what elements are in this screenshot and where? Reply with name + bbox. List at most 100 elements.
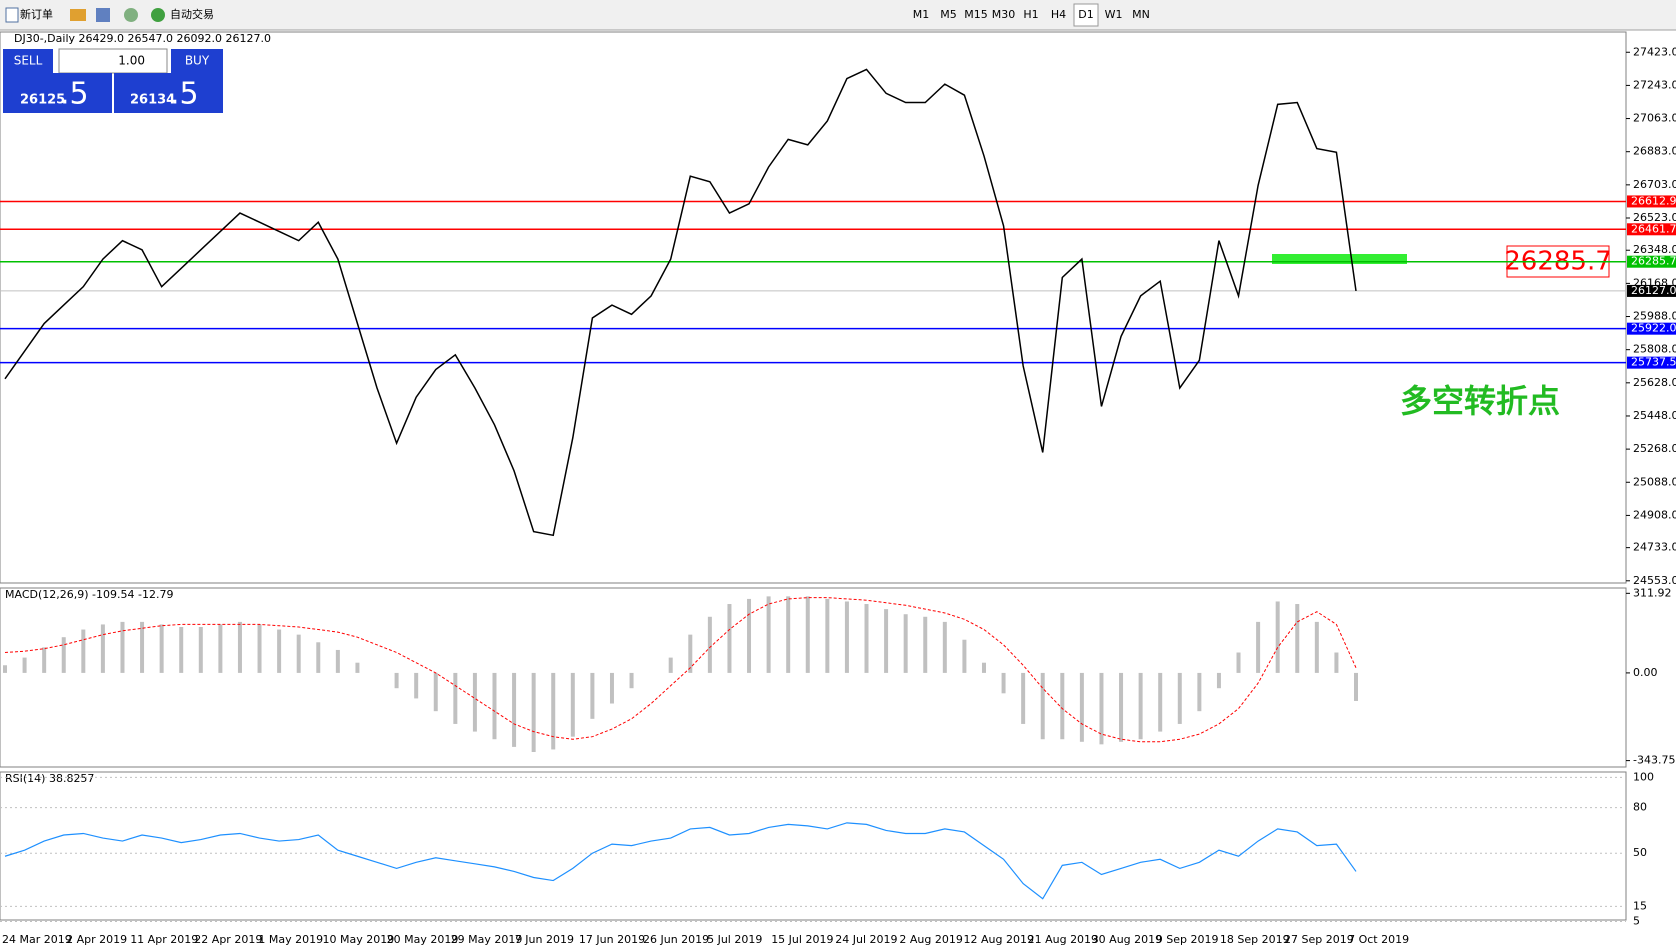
date-label: 1 May 2019: [258, 933, 323, 946]
macd-bar: [120, 621, 125, 673]
macd-bar: [61, 637, 66, 673]
current-tag: [1627, 284, 1676, 297]
macd-bar: [844, 601, 849, 673]
price-tick-label: 27243.0: [1633, 78, 1676, 91]
macd-bar: [766, 596, 771, 673]
timeframe[interactable]: M5: [940, 8, 957, 21]
rsi-header: RSI(14) 38.8257: [5, 772, 94, 785]
macd-bar: [218, 624, 223, 673]
date-label: 17 Jun 2019: [579, 933, 645, 946]
macd-bar: [1021, 672, 1026, 724]
price-tick-label: 27063.0: [1633, 112, 1676, 125]
macd-tick-label: 0.00: [1633, 666, 1658, 679]
macd-bar: [551, 672, 556, 750]
macd-bar: [1060, 672, 1065, 740]
macd-bar: [1236, 652, 1241, 673]
date-label: 15 Jul 2019: [771, 933, 833, 946]
lots-box[interactable]: [58, 48, 168, 74]
signal-line: [4, 597, 1357, 743]
level-tag: [1627, 223, 1676, 236]
macd-pane: [0, 587, 1627, 768]
date-label: 7 Jun 2019: [515, 933, 574, 946]
macd-bar: [962, 639, 967, 673]
level-tag: [1627, 195, 1676, 208]
macd-bar: [786, 596, 791, 673]
macd-bar: [512, 672, 517, 747]
macd-bar: [179, 626, 184, 673]
macd-bar: [629, 672, 634, 689]
timeframe[interactable]: M30: [992, 8, 1016, 21]
timeframe[interactable]: H4: [1051, 8, 1066, 21]
close-line: [4, 68, 1357, 537]
macd-bar: [1099, 672, 1104, 745]
sell-button[interactable]: [3, 49, 53, 73]
level-label: 26461.7: [1631, 222, 1676, 235]
macd-bar: [100, 624, 105, 673]
macd-bar: [1275, 601, 1280, 673]
macd-bar: [492, 672, 497, 740]
lots: 1.00: [118, 54, 145, 68]
timeframe[interactable]: MN: [1132, 8, 1150, 21]
macd-bar: [747, 598, 752, 673]
macd-bar: [590, 672, 595, 719]
macd-bar: [1216, 672, 1221, 689]
macd-bar: [81, 629, 86, 673]
rsi-tick-label: 5: [1633, 915, 1640, 928]
price-tick-label: 24733.0: [1633, 541, 1676, 554]
date-label: 18 Sep 2019: [1220, 933, 1290, 946]
buy-button[interactable]: [171, 49, 223, 73]
macd-bar: [316, 642, 321, 673]
macd-bar: [1040, 672, 1045, 740]
macd-tick-label: 311.92: [1633, 586, 1672, 599]
date-label: 12 Aug 2019: [964, 933, 1034, 946]
date-label: 11 Apr 2019: [130, 933, 198, 946]
macd-header: MACD(12,26,9) -109.54 -12.79: [5, 588, 173, 601]
price-tick-label: 25988.0: [1633, 310, 1676, 323]
macd-bar: [864, 604, 869, 673]
date-label: 20 May 2019: [387, 933, 459, 946]
trade-panel: SELL 1.00 BUY 26125 .5 26134 .5: [3, 48, 223, 113]
buy-label: BUY: [185, 54, 210, 68]
rsi-tick-label: 80: [1633, 801, 1647, 814]
macd-bar: [42, 647, 47, 673]
macd-bar: [668, 657, 673, 673]
macd-bar: [433, 672, 438, 712]
macd-bar: [531, 672, 536, 752]
price-tick-label: 26348.0: [1633, 243, 1676, 256]
date-label: 2 Apr 2019: [66, 933, 127, 946]
macd-bar: [1197, 672, 1202, 712]
macd-bar: [825, 598, 830, 673]
sell-price[interactable]: [3, 73, 112, 113]
macd-bar: [1295, 604, 1300, 673]
timeframe[interactable]: W1: [1105, 8, 1123, 21]
macd-bar: [981, 662, 986, 673]
sell-big: 26125: [20, 93, 65, 108]
buy-price[interactable]: [114, 73, 223, 113]
macd-bar: [1119, 672, 1124, 742]
macd-bar: [257, 624, 262, 673]
date-label: 26 Jun 2019: [643, 933, 709, 946]
macd-bar: [609, 672, 614, 704]
macd-bar: [884, 609, 889, 673]
macd-bar: [355, 662, 360, 673]
timeframe[interactable]: H1: [1023, 8, 1038, 21]
macd-bar: [159, 624, 164, 673]
timeframe[interactable]: D1: [1078, 8, 1093, 21]
timeframe[interactable]: M15: [964, 8, 988, 21]
auto-trading[interactable]: 自动交易: [170, 7, 214, 21]
macd-bar: [1138, 672, 1143, 740]
new-order[interactable]: 新订单: [20, 7, 53, 21]
macd-tick-label: -343.75: [1633, 754, 1675, 767]
rsi-line: [4, 822, 1357, 900]
macd-bar: [1256, 621, 1261, 673]
timeframe[interactable]: M1: [913, 8, 930, 21]
macd-bar: [1314, 621, 1319, 673]
macd-bar: [1158, 672, 1163, 732]
date-label: 10 May 2019: [323, 933, 395, 946]
level-tag: [1627, 356, 1676, 369]
macd-bar: [237, 621, 242, 673]
active-timeframe: [1073, 3, 1099, 27]
level-tag: [1627, 255, 1676, 268]
price-tick-label: 26703.0: [1633, 178, 1676, 191]
macd-bar: [22, 657, 27, 673]
